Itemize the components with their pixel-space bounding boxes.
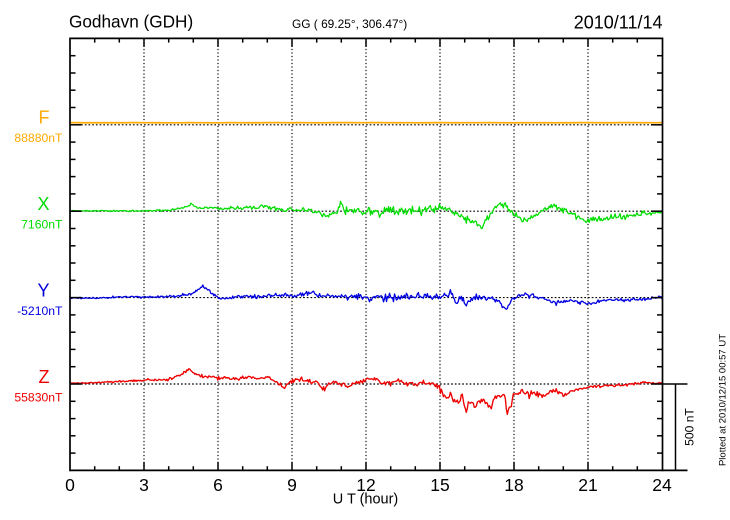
svg-text:24: 24: [652, 475, 672, 495]
svg-text:55830nT: 55830nT: [14, 390, 63, 404]
svg-text:2010/11/14: 2010/11/14: [574, 13, 663, 33]
svg-text:Plotted at 2010/12/15 00:57 UT: Plotted at 2010/12/15 00:57 UT: [718, 334, 729, 466]
svg-text:9: 9: [287, 475, 297, 495]
svg-text:F: F: [39, 108, 50, 128]
svg-text:6: 6: [213, 475, 223, 495]
svg-text:15: 15: [430, 475, 449, 495]
svg-text:0: 0: [65, 475, 75, 495]
svg-text:U T (hour): U T (hour): [333, 492, 399, 508]
svg-text:500 nT: 500 nT: [683, 408, 697, 446]
svg-text:88880nT: 88880nT: [14, 131, 63, 145]
svg-text:Godhavn (GDH): Godhavn (GDH): [69, 12, 193, 32]
svg-text:-5210nT: -5210nT: [17, 304, 63, 318]
svg-text:Z: Z: [39, 367, 50, 387]
svg-text:21: 21: [578, 475, 597, 495]
svg-text:18: 18: [504, 475, 523, 495]
svg-text:X: X: [37, 194, 49, 214]
svg-text:Y: Y: [37, 280, 49, 300]
svg-text:GG ( 69.25°, 306.47°): GG ( 69.25°, 306.47°): [292, 17, 407, 31]
svg-text:7160nT: 7160nT: [21, 218, 63, 232]
svg-text:12: 12: [356, 475, 375, 495]
svg-text:3: 3: [139, 475, 149, 495]
